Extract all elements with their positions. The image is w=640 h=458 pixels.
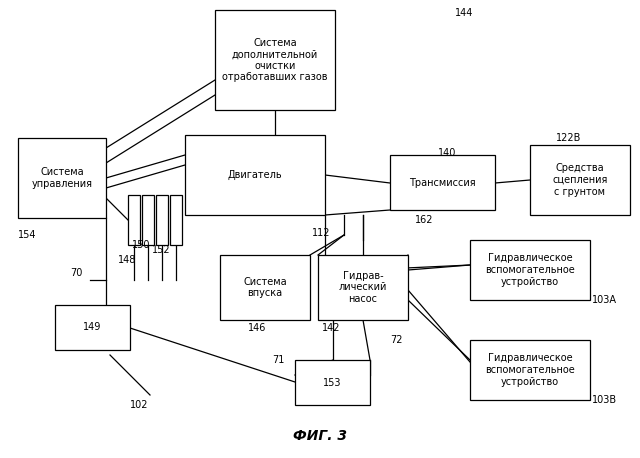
- Bar: [470, 240, 590, 300]
- Bar: [390, 155, 495, 210]
- Text: 153: 153: [323, 377, 342, 387]
- Bar: [55, 305, 130, 350]
- Text: 148: 148: [118, 255, 136, 265]
- Bar: [470, 340, 590, 400]
- Text: ФИГ. 3: ФИГ. 3: [293, 429, 347, 443]
- Text: 72: 72: [390, 335, 403, 345]
- Text: 71: 71: [272, 355, 284, 365]
- Bar: [318, 255, 408, 320]
- Text: Система
впуска: Система впуска: [243, 277, 287, 298]
- Text: 112: 112: [312, 228, 330, 238]
- Text: Трансмиссия: Трансмиссия: [409, 178, 476, 187]
- Text: Система
управления: Система управления: [31, 167, 93, 189]
- Text: Средства
сцепления
с грунтом: Средства сцепления с грунтом: [552, 164, 608, 196]
- Text: Гидрав-
лический
насос: Гидрав- лический насос: [339, 271, 387, 304]
- Text: 140: 140: [438, 148, 456, 158]
- Text: 149: 149: [83, 322, 102, 333]
- Bar: [18, 138, 106, 218]
- Text: Гидравлическое
вспомогательное
устройство: Гидравлическое вспомогательное устройств…: [485, 253, 575, 287]
- Text: 146: 146: [248, 323, 266, 333]
- Text: 150: 150: [132, 240, 150, 250]
- Text: 70: 70: [70, 268, 83, 278]
- Text: 142: 142: [322, 323, 340, 333]
- Bar: [170, 195, 182, 245]
- Text: 122B: 122B: [556, 133, 581, 143]
- Text: 102: 102: [130, 400, 148, 410]
- Text: Двигатель: Двигатель: [228, 170, 282, 180]
- Bar: [215, 10, 335, 110]
- Bar: [156, 195, 168, 245]
- Bar: [530, 145, 630, 215]
- Text: 103B: 103B: [592, 395, 617, 405]
- Bar: [220, 255, 310, 320]
- Text: 154: 154: [18, 230, 36, 240]
- Text: Система
дополнительной
очистки
отработавших газов: Система дополнительной очистки отработав…: [222, 38, 328, 82]
- Bar: [128, 195, 140, 245]
- Text: 144: 144: [455, 8, 474, 18]
- Bar: [185, 135, 325, 215]
- Text: 152: 152: [152, 245, 171, 255]
- Bar: [142, 195, 154, 245]
- Text: Гидравлическое
вспомогательное
устройство: Гидравлическое вспомогательное устройств…: [485, 354, 575, 387]
- Text: 103A: 103A: [592, 295, 617, 305]
- Bar: [295, 360, 370, 405]
- Text: 162: 162: [415, 215, 433, 225]
